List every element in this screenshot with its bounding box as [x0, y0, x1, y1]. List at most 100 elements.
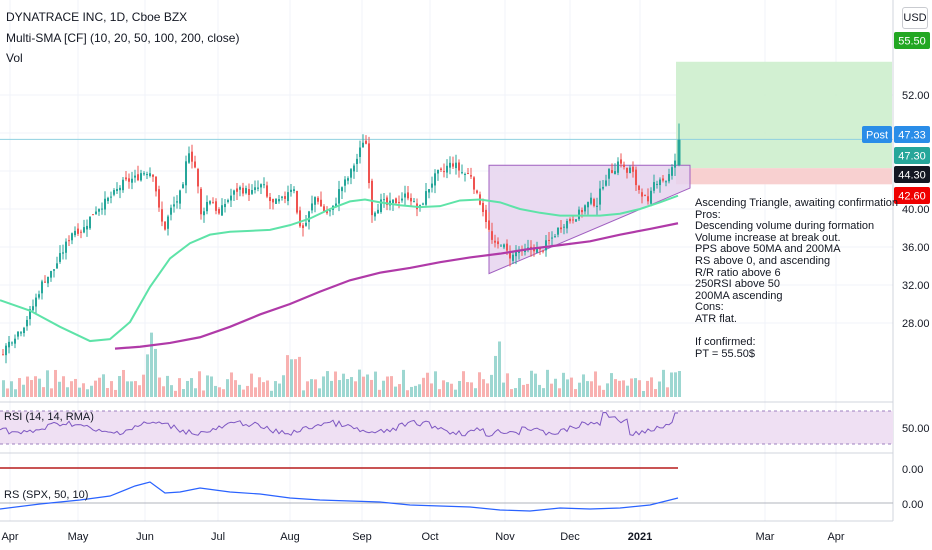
volume-bar — [322, 376, 325, 397]
volume-bar — [422, 377, 425, 397]
volume-bar — [590, 381, 593, 397]
candle-body — [611, 170, 613, 173]
candle-body — [542, 250, 544, 252]
candle-body — [536, 247, 538, 253]
candle-body — [644, 195, 646, 197]
currency-button[interactable]: USD — [902, 7, 928, 29]
candle-body — [581, 209, 583, 213]
candle-body — [410, 197, 412, 202]
volume-bar — [646, 380, 649, 397]
volume-bar — [618, 380, 621, 397]
volume-bar — [62, 376, 65, 397]
volume-bar — [182, 389, 185, 397]
time-axis-label: Oct — [421, 531, 438, 543]
volume-bar — [2, 380, 5, 397]
candle-body — [671, 167, 673, 176]
volume-bar — [482, 379, 485, 397]
volume-bar — [414, 385, 417, 397]
candle-body — [668, 174, 670, 182]
indicator-tick-label: 0.00 — [902, 464, 923, 476]
volume-bar — [398, 384, 401, 397]
volume-bar — [162, 386, 165, 397]
candle-body — [95, 211, 97, 214]
candle-body — [74, 230, 76, 236]
volume-bar — [146, 354, 149, 397]
candle-body — [245, 188, 247, 194]
candle-body — [20, 332, 22, 334]
candle-body — [260, 184, 262, 188]
volume-bar — [298, 356, 301, 397]
candle-body — [464, 173, 466, 175]
volume-bar — [390, 376, 393, 397]
volume-bar — [210, 376, 213, 397]
candle-body — [374, 212, 376, 217]
candle-body — [506, 243, 508, 251]
volume-bar — [230, 372, 233, 397]
volume-bar — [486, 383, 489, 397]
candle-body — [26, 319, 28, 327]
volume-bar — [26, 376, 29, 397]
breakout-candle — [677, 139, 681, 166]
note-line: 250RSI above 50 — [695, 278, 781, 291]
price-tick-label: 52.00 — [902, 90, 930, 102]
candle-body — [326, 210, 328, 214]
volume-bar — [370, 379, 373, 397]
stop-zone — [676, 168, 892, 185]
candle-body — [461, 172, 463, 174]
candle-body — [569, 219, 571, 222]
candle-body — [146, 174, 148, 176]
candle-body — [395, 198, 397, 204]
candle-body — [497, 241, 499, 245]
volume-bar — [506, 373, 509, 397]
volume-bar — [478, 372, 481, 397]
volume-bar — [50, 388, 53, 397]
price-tag — [894, 187, 930, 204]
price-tag-label: 47.30 — [898, 151, 926, 163]
candle-body — [14, 338, 16, 344]
candle-body — [491, 231, 493, 240]
candle-body — [362, 142, 364, 148]
volume-bar — [378, 389, 381, 397]
volume-bar — [674, 372, 677, 397]
volume-bar — [78, 387, 81, 397]
candle-body — [485, 209, 487, 222]
candle-body — [185, 161, 187, 186]
volume-bar — [218, 387, 221, 397]
candle-body — [203, 211, 205, 216]
candle-body — [401, 198, 403, 201]
candle-body — [494, 240, 496, 243]
candle-body — [143, 173, 145, 175]
indicator-legend[interactable]: Multi-SMA [CF] (10, 20, 50, 100, 200, cl… — [6, 31, 240, 45]
candle-body — [8, 341, 10, 348]
volume-legend[interactable]: Vol — [6, 51, 23, 65]
price-tag — [894, 32, 930, 49]
candle-body — [176, 201, 178, 203]
candle-body — [263, 184, 265, 186]
rsi-legend: RSI (14, 14, RMA) — [4, 411, 94, 423]
volume-bar — [658, 381, 661, 397]
candle-body — [41, 281, 43, 294]
volume-bar — [494, 355, 497, 397]
volume-bar — [54, 369, 57, 397]
candle-body — [377, 209, 379, 214]
volume-bar — [314, 379, 317, 397]
volume-bar — [330, 380, 333, 397]
candle-body — [272, 198, 274, 203]
candle-body — [635, 169, 637, 186]
volume-bar — [562, 372, 565, 397]
volume-bar — [466, 382, 469, 397]
candle-body — [125, 177, 127, 180]
rs-legend: RS (SPX, 50, 10) — [4, 489, 88, 501]
volume-bar — [106, 388, 109, 397]
candle-body — [380, 199, 382, 213]
volume-bar — [386, 376, 389, 397]
volume-bar — [242, 389, 245, 397]
candle-body — [71, 233, 73, 241]
price-tick-label: 28.00 — [902, 318, 930, 330]
volume-bar — [202, 390, 205, 397]
candle-body — [173, 204, 175, 207]
volume-bar — [262, 382, 265, 397]
candle-body — [239, 187, 241, 190]
volume-bar — [82, 383, 85, 397]
